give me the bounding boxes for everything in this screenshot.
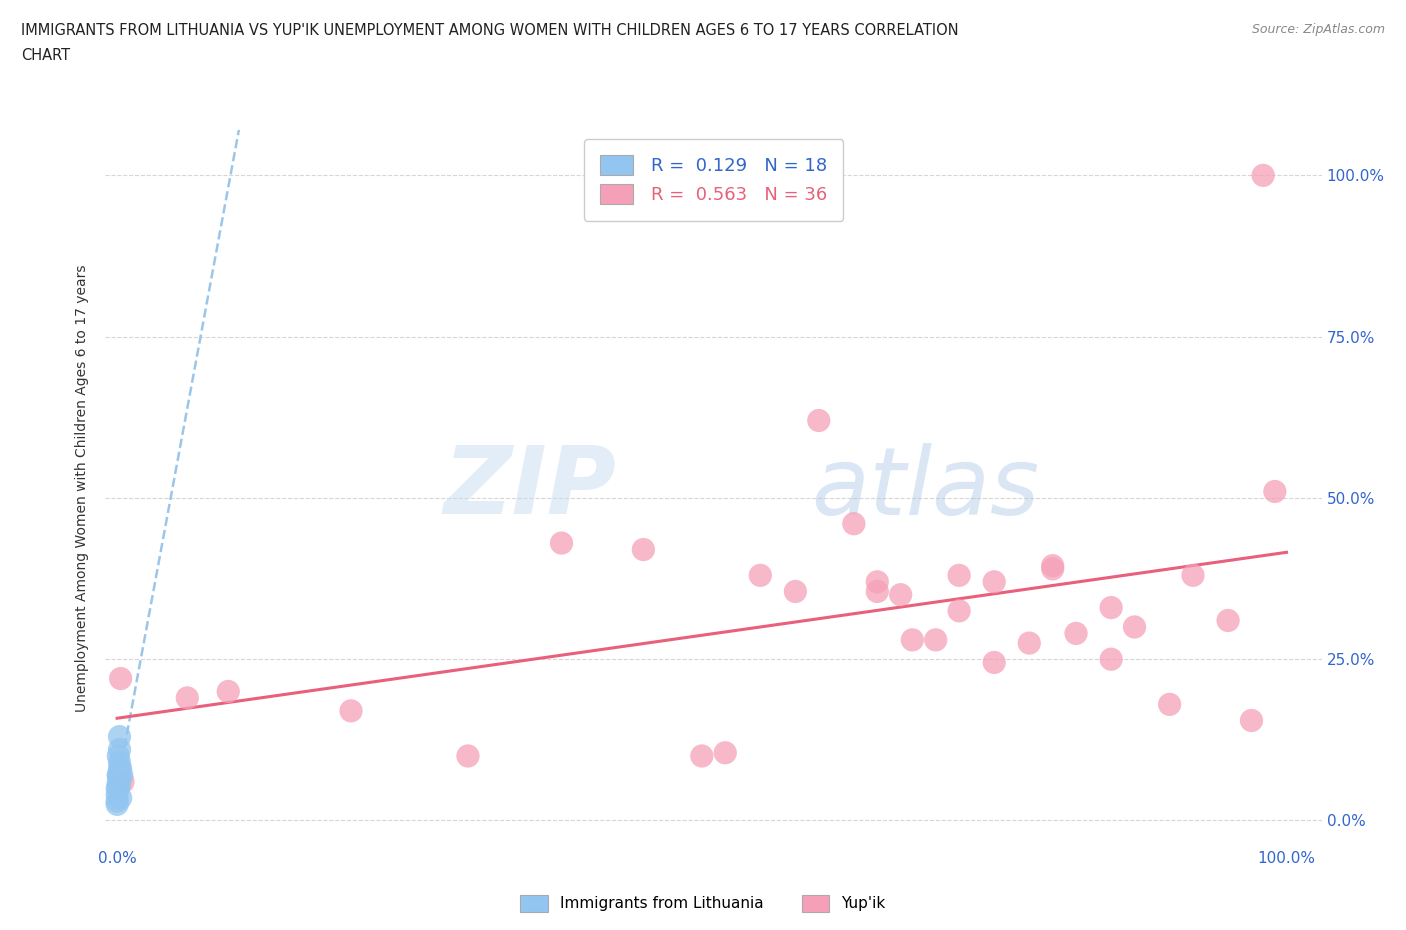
Point — [1264, 484, 1286, 498]
Point — [105, 788, 128, 803]
Point — [107, 775, 129, 790]
Point — [983, 655, 1005, 670]
Point — [842, 516, 865, 531]
Point — [107, 768, 129, 783]
Y-axis label: Unemployment Among Women with Children Ages 6 to 17 years: Unemployment Among Women with Children A… — [76, 264, 90, 712]
Point — [633, 542, 655, 557]
Point — [110, 671, 132, 686]
Point — [983, 575, 1005, 590]
Point — [714, 745, 737, 760]
Point — [110, 762, 132, 777]
Text: atlas: atlas — [811, 443, 1039, 534]
Point — [785, 584, 807, 599]
Point — [1123, 619, 1146, 634]
Point — [925, 632, 948, 647]
Point — [105, 793, 128, 808]
Point — [111, 775, 134, 790]
Point — [550, 536, 572, 551]
Legend: R =  0.129   N = 18, R =  0.563   N = 36: R = 0.129 N = 18, R = 0.563 N = 36 — [583, 140, 844, 220]
Text: IMMIGRANTS FROM LITHUANIA VS YUP'IK UNEMPLOYMENT AMONG WOMEN WITH CHILDREN AGES : IMMIGRANTS FROM LITHUANIA VS YUP'IK UNEM… — [21, 23, 959, 38]
Point — [107, 768, 129, 783]
Point — [340, 703, 363, 718]
Point — [108, 742, 131, 757]
Point — [948, 604, 970, 618]
Text: Source: ZipAtlas.com: Source: ZipAtlas.com — [1251, 23, 1385, 36]
Point — [108, 729, 131, 744]
Point — [105, 781, 128, 796]
Point — [108, 777, 131, 792]
Point — [690, 749, 713, 764]
Point — [948, 568, 970, 583]
Legend: Immigrants from Lithuania, Yup'ik: Immigrants from Lithuania, Yup'ik — [515, 889, 891, 918]
Point — [1099, 600, 1122, 615]
Point — [1064, 626, 1087, 641]
Point — [110, 790, 132, 805]
Point — [107, 781, 129, 796]
Point — [1042, 558, 1064, 573]
Point — [1099, 652, 1122, 667]
Point — [1240, 713, 1263, 728]
Point — [1251, 168, 1274, 183]
Point — [217, 684, 239, 699]
Point — [807, 413, 830, 428]
Point — [890, 587, 912, 602]
Point — [1159, 697, 1181, 711]
Point — [108, 771, 131, 786]
Text: ZIP: ZIP — [443, 443, 616, 534]
Point — [1182, 568, 1205, 583]
Point — [1216, 613, 1239, 628]
Text: CHART: CHART — [21, 48, 70, 63]
Point — [901, 632, 924, 647]
Point — [1018, 635, 1040, 650]
Point — [111, 768, 134, 783]
Point — [108, 762, 131, 777]
Point — [457, 749, 479, 764]
Point — [176, 690, 198, 705]
Point — [749, 568, 772, 583]
Point — [866, 575, 889, 590]
Point — [1042, 562, 1064, 577]
Point — [107, 749, 129, 764]
Point — [105, 797, 128, 812]
Point — [108, 755, 131, 770]
Point — [866, 584, 889, 599]
